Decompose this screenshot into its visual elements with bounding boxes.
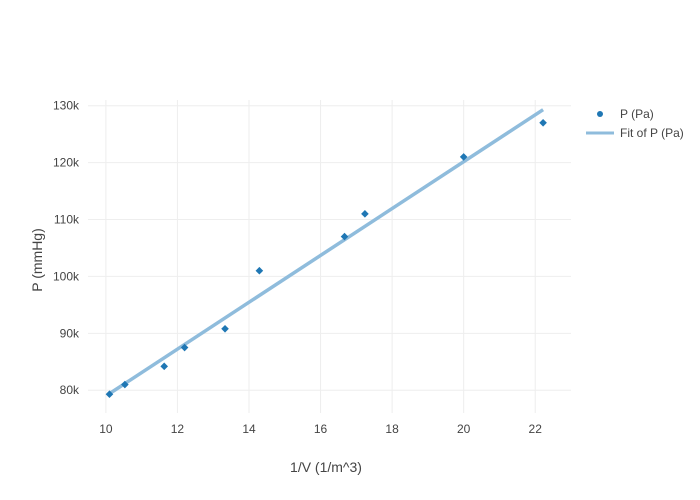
- legend-marker-icon: [597, 111, 603, 117]
- x-tick-label: 18: [385, 422, 399, 436]
- y-tick-label: 120k: [53, 156, 80, 170]
- data-point: [459, 153, 468, 161]
- legend-item-fit[interactable]: Fit of P (Pa): [586, 126, 684, 140]
- y-axis-title: P (mmHg): [29, 228, 45, 292]
- x-axis-ticks: 10 12 14 16 18 20 22: [99, 422, 542, 436]
- y-tick-label: 130k: [53, 99, 80, 113]
- data-point: [340, 232, 349, 241]
- legend[interactable]: P (Pa) Fit of P (Pa): [586, 107, 684, 140]
- x-axis-title: 1/V (1/m^3): [290, 459, 362, 475]
- data-point: [221, 324, 229, 333]
- data-point: [105, 390, 114, 399]
- y-axis-ticks: 80k 90k 100k 110k 120k 130k: [53, 99, 80, 398]
- x-tick-label: 16: [314, 422, 328, 436]
- fit-line: [108, 108, 545, 396]
- y-tick-label: 110k: [54, 213, 80, 227]
- x-tick-label: 20: [457, 422, 471, 436]
- x-tick-label: 12: [171, 422, 185, 436]
- data-point: [361, 210, 369, 218]
- y-tick-label: 90k: [60, 326, 80, 340]
- legend-label-fit: Fit of P (Pa): [620, 126, 684, 140]
- y-tick-label: 80k: [60, 383, 80, 397]
- data-point: [121, 380, 129, 389]
- data-point: [255, 266, 264, 275]
- legend-label-markers: P (Pa): [620, 107, 654, 121]
- legend-item-markers[interactable]: P (Pa): [597, 107, 654, 121]
- plot-area[interactable]: [105, 108, 547, 399]
- data-point: [539, 118, 547, 127]
- grid: [88, 100, 571, 413]
- x-tick-label: 22: [529, 422, 543, 436]
- x-tick-label: 14: [242, 422, 256, 436]
- data-point: [180, 343, 189, 352]
- x-tick-label: 10: [99, 422, 113, 436]
- data-point: [160, 362, 169, 371]
- y-tick-label: 100k: [53, 269, 80, 283]
